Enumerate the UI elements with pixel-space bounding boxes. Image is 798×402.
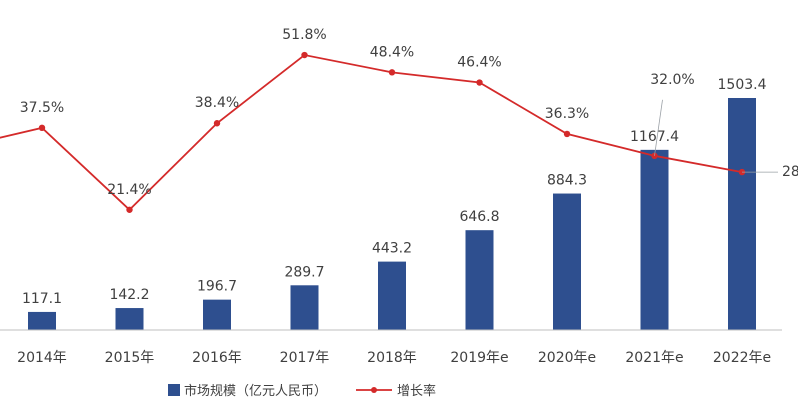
line-point [213, 120, 221, 127]
legend: 市场规模（亿元人民币） 增长率 [168, 383, 436, 399]
line-point [301, 51, 308, 59]
growth-line [0, 54, 743, 212]
x-tick-labels: 2014年 2015年 2016年 2017年 2018年 2019年e 2020年e 202… [17, 350, 771, 366]
bar [728, 98, 756, 330]
x-tick-label: 2019年e [450, 350, 508, 366]
growth-line-series [0, 51, 746, 213]
legend-line-label: 增长率 [397, 383, 436, 399]
line-value-label: 28. [782, 164, 798, 180]
line-data-labels: 37.5% 21.4% 38.4% 51.8% 48.4% 46.4% 36.3% 32.0%… [20, 27, 798, 198]
line-value-label: 38.4% [195, 95, 239, 111]
bar [115, 308, 144, 330]
bar [28, 311, 56, 330]
line-value-label: 37.5% [20, 100, 64, 116]
bar [465, 230, 494, 330]
line-value-label: 36.3% [545, 106, 589, 122]
x-tick-label: 2021年e [625, 350, 683, 366]
line-point [563, 130, 571, 138]
legend-line-marker [371, 387, 377, 393]
bar [290, 285, 319, 330]
line-point [126, 206, 133, 213]
line-point [476, 79, 483, 86]
bar [553, 193, 581, 330]
bar-value-label: 196.7 [197, 279, 237, 295]
x-tick-label: 2020年e [538, 350, 596, 366]
bar-value-label: 1167.4 [630, 129, 679, 145]
line-value-label: 21.4% [107, 182, 151, 198]
bar-value-label: 289.7 [284, 264, 324, 280]
x-tick-label: 2022年e [713, 350, 771, 366]
bar-value-label: 1503.4 [718, 77, 767, 93]
line-value-label: 32.0% [650, 72, 694, 88]
bar-value-label: 443.2 [372, 241, 412, 257]
bar-value-label: 117.1 [22, 291, 62, 307]
bar-data-labels: 117.1 142.2 196.7 289.7 443.2 646.8 884.3 1167.… [22, 77, 767, 307]
bar-value-label: 142.2 [109, 287, 149, 303]
x-tick-label: 2016年 [192, 350, 242, 366]
line-point [38, 124, 46, 132]
bar [378, 261, 406, 330]
line-point [388, 69, 396, 76]
x-tick-label: 2018年 [367, 350, 417, 366]
legend-bar-swatch [168, 384, 180, 396]
x-tick-label: 2014年 [17, 350, 67, 366]
legend-bar-label: 市场规模（亿元人民币） [184, 383, 327, 399]
x-tick-label: 2015年 [105, 350, 155, 366]
line-value-label: 46.4% [457, 55, 501, 71]
bar [203, 299, 231, 330]
bar-series [28, 98, 756, 330]
bar-value-label: 884.3 [547, 173, 587, 189]
x-tick-label: 2017年 [280, 350, 330, 366]
line-value-label: 51.8% [282, 27, 326, 43]
bar [640, 149, 669, 330]
line-value-label: 48.4% [370, 44, 414, 60]
bar-value-label: 646.8 [459, 209, 499, 225]
label-leader-line [654, 99, 663, 156]
